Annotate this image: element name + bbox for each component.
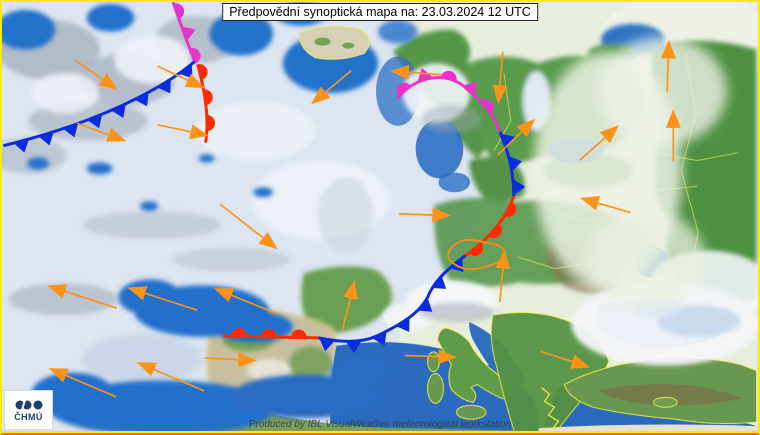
front-symbol: [431, 275, 447, 289]
front-symbol: [173, 3, 185, 19]
wind-arrow: [204, 352, 258, 368]
chmu-logo-icon: [15, 398, 42, 411]
front-symbol: [513, 179, 526, 196]
precipitation: [2, 2, 418, 433]
front-symbol: [469, 242, 484, 256]
wind-arrow: [136, 362, 205, 392]
front-occluded: [396, 67, 502, 133]
front-line: [396, 76, 502, 133]
front-symbol: [63, 123, 79, 138]
front-symbol: [488, 224, 502, 239]
front-symbol: [111, 103, 126, 118]
front-symbol: [203, 89, 213, 106]
front-symbol: [417, 67, 433, 82]
front-symbol: [134, 92, 149, 107]
front-symbol: [38, 131, 54, 146]
front-symbol: [345, 340, 362, 354]
front-symbol: [504, 201, 517, 217]
wind-arrow: [660, 39, 676, 93]
front-cold: [498, 131, 526, 197]
front-cold: [318, 254, 467, 354]
front-symbol: [87, 114, 103, 129]
front-symbol: [189, 48, 201, 64]
wind-arrow: [404, 349, 458, 365]
front-symbol: [207, 115, 215, 131]
front-symbol: [319, 338, 335, 352]
front-symbol: [462, 81, 477, 96]
weather-annotations: [3, 2, 681, 398]
clouds: [2, 15, 758, 384]
credit-text: Produced by IBL VisualWeather meteorolog…: [248, 419, 512, 430]
wind-arrow: [389, 64, 443, 80]
front-symbol: [261, 328, 277, 338]
wind-arrow: [311, 69, 352, 105]
highlighted-region-outline: [447, 238, 507, 271]
wind-arrow: [492, 51, 508, 104]
front-symbol: [500, 133, 515, 149]
wind-arrow: [48, 368, 117, 398]
front-line: [498, 131, 516, 197]
wind-arrow: [219, 203, 278, 250]
front-symbol: [372, 331, 387, 346]
wind-arrow: [579, 125, 619, 161]
wind-arrow: [157, 123, 210, 140]
front-symbol: [157, 79, 171, 94]
front-symbol: [197, 64, 208, 80]
iceland: [299, 25, 370, 60]
wind-arrow: [665, 109, 681, 162]
front-symbol: [231, 328, 248, 337]
frame-bottom-strip: [2, 431, 758, 433]
chmu-logo: ČHMÚ: [5, 391, 52, 429]
wind-arrow: [47, 284, 118, 309]
front-line: [3, 60, 196, 148]
front-symbol: [290, 329, 307, 338]
front-symbol: [418, 298, 433, 312]
front-symbol: [13, 139, 29, 153]
front-symbol: [440, 70, 457, 81]
wind-arrow: [398, 207, 452, 223]
cloud-veil-east: [533, 36, 727, 310]
front-warm: [223, 328, 319, 340]
front-occluded: [171, 2, 201, 64]
wind-arrow: [341, 279, 358, 332]
front-symbol: [181, 26, 196, 42]
chmu-logo-text: ČHMÚ: [14, 411, 43, 422]
wind-arrow: [496, 118, 536, 156]
wind-arrow: [76, 122, 127, 142]
front-symbol: [480, 99, 494, 114]
wind-arrow: [156, 65, 205, 89]
wind-arrow: [74, 59, 118, 91]
front-warm: [464, 195, 517, 257]
wind-arrow: [539, 350, 591, 369]
front-cold: [3, 60, 196, 153]
front-symbol: [179, 64, 193, 79]
wind-arrow: [213, 288, 278, 315]
front-line: [464, 195, 516, 257]
front-symbol: [396, 317, 410, 332]
wind-arrow: [127, 286, 198, 311]
map-title: Předpovědní synoptická mapa na: 23.03.20…: [222, 3, 538, 21]
south-lands: [179, 312, 758, 433]
wind-arrow: [579, 195, 631, 214]
front-symbol: [396, 82, 411, 97]
front-symbol: [508, 156, 522, 172]
